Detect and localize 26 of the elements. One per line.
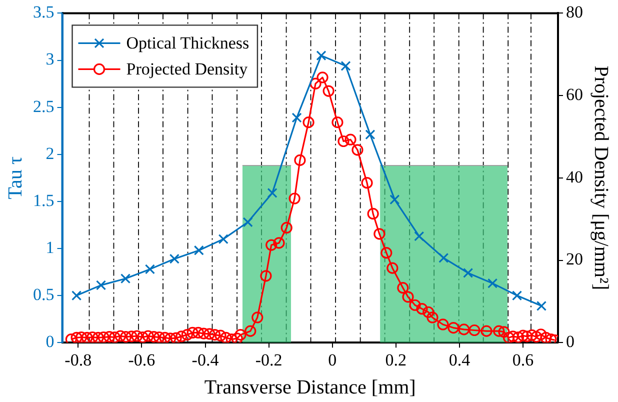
- y-axis-title: Tau τ: [4, 156, 26, 200]
- y-tick-label: 3: [46, 50, 54, 69]
- x-tick-label: -0.4: [192, 350, 220, 370]
- y2-tick-label: 40: [566, 167, 583, 186]
- y-tick-label: 2.5: [33, 96, 54, 116]
- y-tick-label: 0: [46, 332, 54, 352]
- legend-label: Optical Thickness: [126, 34, 250, 53]
- x-axis-title: Transverse Distance [mm]: [204, 376, 416, 398]
- y2-tick-label: 20: [566, 250, 583, 269]
- x-tick-label: 0.6: [512, 350, 534, 370]
- x-tick-label: -0.8: [64, 350, 92, 370]
- y2-tick-label: 80: [566, 2, 583, 22]
- y-tick-label: 0.5: [33, 285, 54, 304]
- y2-tick-label: 60: [566, 85, 583, 104]
- y-tick-label: 3.5: [33, 2, 54, 22]
- x-tick-label: 0.2: [385, 350, 407, 370]
- y-tick-label: 1: [46, 238, 54, 257]
- x-tick-label: 0.4: [448, 350, 471, 370]
- y2-axis-title: Projected Density [μg/mm²]: [590, 66, 612, 290]
- y-tick-label: 2: [46, 144, 54, 163]
- x-tick-label: -0.2: [255, 350, 282, 370]
- legend-label: Projected Density: [126, 60, 248, 79]
- y2-tick-label: 0: [566, 332, 574, 352]
- y-tick-label: 1.5: [33, 190, 54, 210]
- x-tick-label: 0: [328, 350, 337, 370]
- x-tick-label: -0.6: [128, 350, 156, 370]
